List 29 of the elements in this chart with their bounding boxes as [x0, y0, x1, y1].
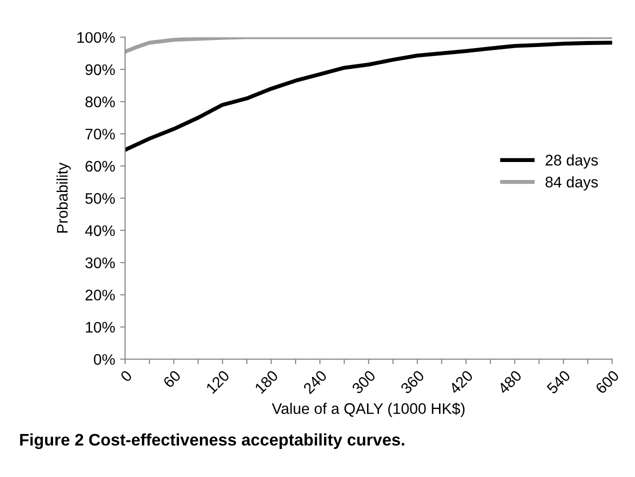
y-tick-label: 60%	[86, 160, 115, 172]
legend-label: 28 days	[546, 154, 598, 169]
y-tick-label: 80%	[85, 96, 115, 108]
x-tick-label: 120	[206, 370, 230, 394]
x-tick-label: 240	[302, 370, 328, 394]
y-axis-title: Probability	[56, 162, 71, 233]
y-tick-label: 50%	[85, 193, 115, 204]
x-tick-label: 360	[400, 370, 425, 394]
y-tick-label: 90%	[86, 64, 115, 76]
x-tick-label: 480	[497, 370, 522, 395]
line-series	[125, 37, 612, 54]
x-tick-label: 600	[594, 370, 620, 394]
y-tick-label: 0%	[94, 354, 115, 365]
x-tick-label: 540	[546, 370, 571, 394]
line-series	[125, 40, 612, 152]
x-tick-label: 0	[120, 370, 133, 382]
legend-label: 84 days	[546, 176, 598, 190]
caption: Figure 2 Cost-effectiveness acceptability curves.	[20, 433, 404, 450]
y-tick-label: 70%	[86, 128, 115, 140]
y-tick-label: 20%	[86, 290, 115, 300]
x-tick-label: 420	[448, 370, 474, 395]
x-tick-label: 180	[254, 370, 279, 394]
y-tick-label: 40%	[85, 225, 115, 236]
x-tick-label: 300	[351, 370, 376, 394]
y-tick-label: 100%	[77, 32, 115, 43]
x-tick-label: 60	[162, 370, 182, 388]
x-axis-title: Value of a QALY (1000 HK$)	[272, 402, 465, 418]
y-tick-label: 30%	[85, 257, 115, 268]
y-tick-label: 10%	[86, 322, 115, 333]
